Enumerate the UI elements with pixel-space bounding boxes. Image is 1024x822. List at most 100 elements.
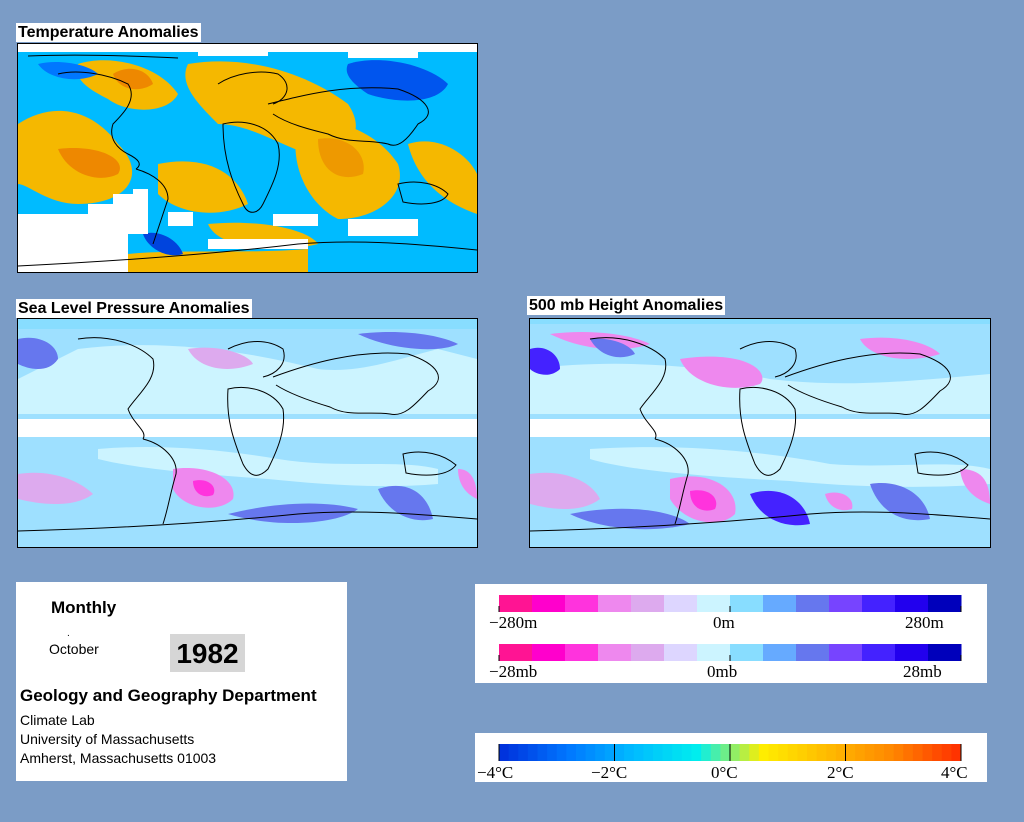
temperature-colorbar [498, 744, 962, 761]
temperature-title: Temperature Anomalies [16, 23, 201, 42]
temp-label-minus4: −4°C [477, 763, 513, 782]
height-label-zero: 0m [713, 613, 735, 632]
colorbar-swatch [758, 744, 769, 761]
colorbar-swatch [895, 644, 929, 661]
colorbar-swatch [845, 744, 856, 761]
colorbar-swatch [537, 744, 548, 761]
month-label: October [49, 641, 99, 657]
colorbar-swatch [598, 644, 632, 661]
colorbar-swatch [499, 644, 533, 661]
colorbar-swatch [643, 744, 654, 761]
colorbar-swatch [922, 744, 933, 761]
colorbar-swatch [739, 744, 750, 761]
colorbar-swatch [730, 595, 764, 612]
colorbar-swatch [720, 744, 731, 761]
colorbar-swatch [566, 744, 577, 761]
colorbar-swatch [796, 595, 830, 612]
colorbar-swatch [624, 744, 635, 761]
colorbar-swatch [895, 595, 929, 612]
colorbar-swatch [532, 595, 566, 612]
colorbar-swatch [631, 595, 665, 612]
colorbar-swatch [928, 644, 962, 661]
colorbar-swatch [893, 744, 904, 761]
temp-label-4: 4°C [941, 763, 968, 782]
colorbar-swatch [855, 744, 866, 761]
colorbar-swatch [912, 744, 923, 761]
colorbar-swatch [864, 744, 875, 761]
period-label: Monthly [51, 598, 117, 617]
colorbar-swatch [595, 744, 606, 761]
temp-label-minus2: −2°C [591, 763, 627, 782]
colorbar-swatch [701, 744, 712, 761]
height-pressure-legend: −280m 0m 280m −28mb 0mb 28mb [475, 584, 987, 683]
colorbar-swatch [807, 744, 818, 761]
temp-label-2: 2°C [827, 763, 854, 782]
colorbar-swatch [730, 744, 741, 761]
colorbar-swatch [565, 595, 599, 612]
colorbar-swatch [928, 595, 962, 612]
colorbar-swatch [826, 744, 837, 761]
height500-map [529, 318, 991, 548]
height-colorbar [498, 595, 962, 612]
colorbar-swatch [768, 744, 779, 761]
colorbar-swatch [565, 644, 599, 661]
temperature-legend: −4°C −2°C 0°C 2°C 4°C [475, 733, 987, 782]
colorbar-swatch [941, 744, 952, 761]
temperature-map [17, 43, 478, 273]
colorbar-swatch [829, 644, 863, 661]
colorbar-swatch [508, 744, 519, 761]
colorbar-swatch [874, 744, 885, 761]
colorbar-swatch [862, 644, 896, 661]
height500-title: 500 mb Height Anomalies [527, 296, 726, 315]
colorbar-swatch [816, 744, 827, 761]
pressure-label-min: −28mb [489, 662, 537, 681]
colorbar-swatch [547, 744, 558, 761]
colorbar-swatch [749, 744, 760, 761]
height-label-max: 280m [905, 613, 944, 632]
year-label: 1982 [170, 634, 245, 672]
colorbar-swatch [499, 744, 510, 761]
address-label: Amherst, Massachusetts 01003 [20, 750, 217, 766]
colorbar-swatch [653, 744, 664, 761]
pressure-label-zero: 0mb [707, 662, 737, 681]
colorbar-swatch [884, 744, 895, 761]
colorbar-swatch [576, 744, 587, 761]
slp-title: Sea Level Pressure Anomalies [16, 299, 252, 318]
colorbar-swatch [932, 744, 943, 761]
colorbar-swatch [662, 744, 673, 761]
colorbar-swatch [672, 744, 683, 761]
colorbar-swatch [664, 644, 698, 661]
colorbar-swatch [763, 595, 797, 612]
colorbar-swatch [796, 644, 830, 661]
colorbar-swatch [829, 595, 863, 612]
colorbar-swatch [730, 644, 764, 661]
colorbar-swatch [585, 744, 596, 761]
colorbar-swatch [763, 644, 797, 661]
colorbar-swatch [633, 744, 644, 761]
colorbar-swatch [697, 644, 731, 661]
university-label: University of Massachusetts [20, 731, 195, 747]
temp-label-zero: 0°C [711, 763, 738, 782]
colorbar-swatch [532, 644, 566, 661]
colorbar-swatch [681, 744, 692, 761]
colorbar-swatch [697, 595, 731, 612]
colorbar-swatch [710, 744, 721, 761]
colorbar-swatch [598, 595, 632, 612]
colorbar-swatch [787, 744, 798, 761]
colorbar-swatch [664, 595, 698, 612]
info-panel: Monthly . October 1982 Geology and Geogr… [16, 582, 347, 781]
colorbar-swatch [797, 744, 808, 761]
pressure-colorbar [498, 644, 962, 661]
slp-map [17, 318, 478, 548]
colorbar-swatch [518, 744, 529, 761]
height-label-min: −280m [489, 613, 537, 632]
dot-mark: . [67, 628, 70, 639]
colorbar-swatch [691, 744, 702, 761]
colorbar-swatch [835, 744, 846, 761]
colorbar-swatch [862, 595, 896, 612]
department-label: Geology and Geography Department [20, 686, 317, 705]
colorbar-swatch [903, 744, 914, 761]
colorbar-swatch [631, 644, 665, 661]
colorbar-swatch [527, 744, 538, 761]
colorbar-swatch [778, 744, 789, 761]
